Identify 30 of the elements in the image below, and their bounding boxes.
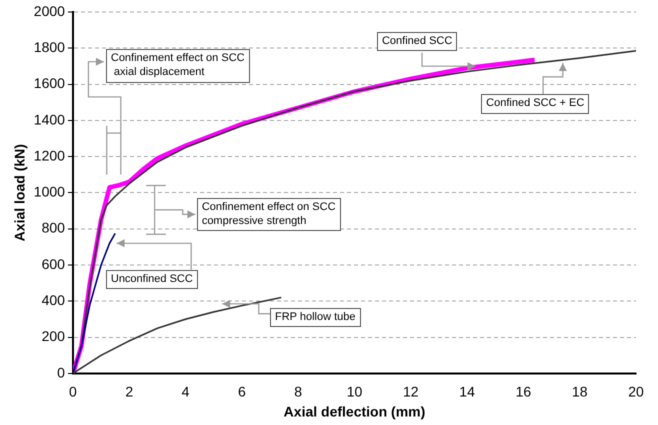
y-tick-label: 600: [42, 256, 66, 272]
y-tick-label: 800: [42, 220, 66, 236]
x-tick-label: 4: [182, 384, 190, 400]
y-tick-label: 1000: [34, 184, 66, 200]
x-tick-label: 6: [238, 384, 246, 400]
annotation: Confinement effect on SCC compressive strength: [196, 198, 341, 232]
text: Confined SCC: [376, 32, 458, 52]
y-tick-label: 200: [42, 328, 66, 344]
x-tick-label: 18: [572, 384, 588, 400]
x-tick-label: 2: [125, 384, 134, 400]
y-tick-label: 1800: [34, 39, 66, 55]
y-axis-title: Axial load (kN): [11, 144, 28, 242]
y-tick-label: 400: [42, 292, 66, 308]
annotation: Confinement effect on SCC axial displacement: [106, 49, 250, 83]
x-tick-label: 16: [516, 384, 532, 400]
x-tick-label: 8: [294, 384, 302, 400]
y-tick-label: 0: [57, 364, 66, 380]
x-tick-label: 12: [402, 384, 419, 400]
x-tick-label: 0: [69, 384, 78, 400]
series-label: Unconfined SCC: [106, 270, 198, 290]
y-tick-label: 1600: [34, 75, 66, 92]
text: Confined SCC + EC: [481, 94, 590, 114]
x-tick-label: 14: [459, 384, 476, 400]
x-tick-label: 10: [346, 384, 362, 400]
series-label: FRP hollow tube: [270, 308, 361, 328]
y-tick-label: 1400: [34, 111, 66, 128]
y-tick-label: 1200: [34, 147, 66, 164]
x-axis-title: Axial deflection (mm): [284, 403, 426, 420]
y-tick-label: 2000: [34, 2, 66, 19]
x-tick-label: 20: [628, 384, 644, 400]
